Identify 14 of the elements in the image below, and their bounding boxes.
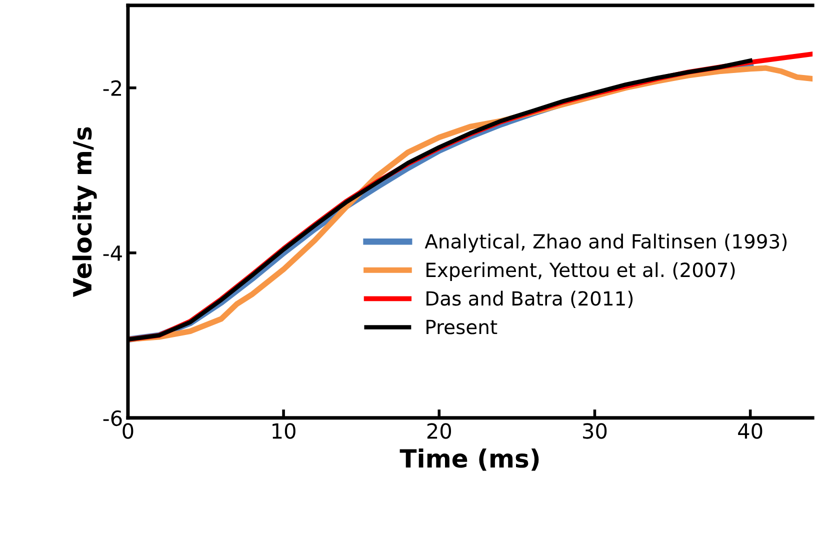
y-tick-label: -6 [103, 410, 122, 426]
x-axis-title: Time (ms) [400, 448, 539, 471]
y-axis-title: Velocity m/s [72, 127, 97, 298]
legend-label: Das and Batra (2011) [426, 290, 633, 308]
x-tick-label: 10 [272, 423, 296, 439]
x-tick-label: 20 [427, 423, 452, 439]
x-tick-label: 0 [122, 423, 134, 439]
legend-label: Present [426, 320, 498, 334]
legend-label: Analytical, Zhao and Faltinsen (1993) [424, 234, 787, 252]
y-tick-label: -2 [103, 80, 122, 96]
y-tick-label: -4 [103, 246, 122, 261]
legend-label: Experiment, Yettou et al. (2007) [426, 262, 735, 281]
x-tick-label: 40 [738, 423, 762, 439]
x-tick-label: 30 [583, 423, 607, 439]
